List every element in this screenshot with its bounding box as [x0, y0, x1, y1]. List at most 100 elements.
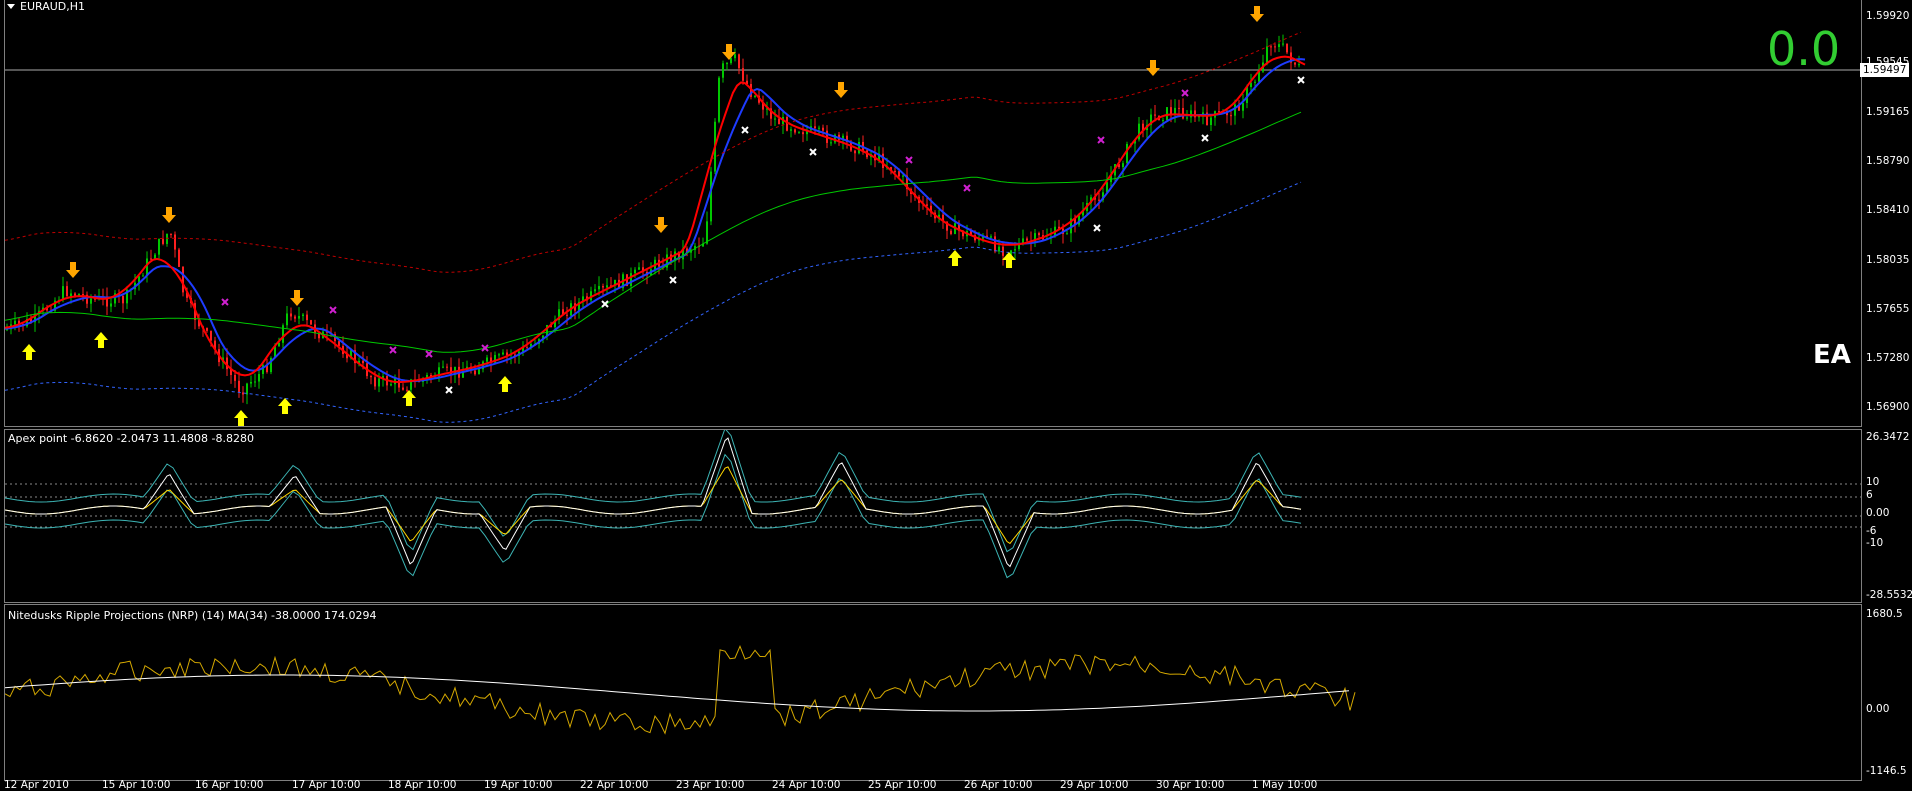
- price-tick: 1.59920: [1866, 10, 1910, 22]
- candle-body: [1074, 218, 1076, 225]
- candle-body: [926, 204, 928, 206]
- apex-cyan-upper-line: [5, 430, 1302, 553]
- fast-ma-blue-line: [5, 58, 1306, 383]
- apex-tick: -10: [1866, 537, 1884, 549]
- candle-body: [382, 376, 384, 379]
- candle-body: [682, 248, 684, 260]
- time-tick: 30 Apr 10:00: [1156, 779, 1225, 791]
- sell-arrow-icon: [290, 290, 304, 306]
- sell-arrow-icon: [654, 217, 668, 233]
- sell-arrow-icon: [66, 262, 80, 278]
- candle-body: [962, 230, 964, 237]
- sell-arrow-icon: [1146, 60, 1160, 76]
- candle-body: [250, 381, 252, 384]
- candle-body: [1182, 107, 1184, 119]
- candle-body: [1206, 112, 1208, 126]
- price-tick: 1.58410: [1866, 204, 1910, 216]
- candle-body: [590, 291, 592, 301]
- sell-arrow-icon: [162, 207, 176, 223]
- candle-body: [1126, 143, 1128, 164]
- candle-body: [742, 68, 744, 81]
- nrp-indicator-pane[interactable]: [4, 604, 1862, 781]
- candle-body: [1258, 71, 1260, 82]
- candle-body: [1078, 215, 1080, 225]
- candle-body: [642, 267, 644, 272]
- buy-arrow-icon: [402, 390, 416, 406]
- candle-body: [930, 205, 932, 213]
- apex-cyan-lower-line: [5, 453, 1302, 579]
- candle-body: [426, 374, 428, 379]
- candle-body: [86, 294, 88, 304]
- apex-tick: 0.00: [1866, 507, 1890, 519]
- candle-body: [1242, 102, 1244, 111]
- candle-body: [1106, 182, 1108, 193]
- candle-body: [958, 223, 960, 231]
- candle-body: [558, 309, 560, 320]
- price-tick: 1.58790: [1866, 155, 1910, 167]
- candle-body: [578, 301, 580, 311]
- candle-body: [986, 235, 988, 238]
- candle-body: [854, 150, 856, 154]
- candle-body: [318, 333, 320, 339]
- candle-body: [350, 350, 352, 359]
- candle-body: [1266, 46, 1268, 63]
- apex-indicator-chart: [5, 430, 1861, 579]
- candle-body: [210, 330, 212, 341]
- candle-body: [1294, 62, 1296, 65]
- time-tick: 22 Apr 10:00: [580, 779, 649, 791]
- apex-tick: 10: [1866, 476, 1880, 488]
- exit-cross-icon: [1093, 224, 1101, 232]
- upper-band-line: [5, 31, 1302, 273]
- candle-body: [362, 360, 364, 364]
- candle-body: [662, 266, 664, 268]
- candle-body: [166, 233, 168, 244]
- candle-body: [1010, 250, 1012, 256]
- candle-body: [762, 102, 764, 110]
- candle-body: [814, 126, 816, 129]
- nrp-tick: -1146.5: [1866, 765, 1907, 777]
- candle-body: [638, 267, 640, 270]
- candle-body: [498, 354, 500, 356]
- price-tick: 1.59165: [1866, 106, 1910, 118]
- candle-body: [154, 254, 156, 259]
- candle-body: [94, 298, 96, 300]
- candle-body: [242, 392, 244, 395]
- price-chart-pane[interactable]: [4, 0, 1862, 427]
- candle-body: [946, 221, 948, 231]
- candle-body: [798, 132, 800, 134]
- candle-body: [1102, 192, 1104, 201]
- candle-body: [106, 296, 108, 307]
- candle-body: [562, 309, 564, 315]
- candle-body: [294, 316, 296, 319]
- candle-body: [310, 320, 312, 325]
- buy-arrow-icon: [278, 398, 292, 414]
- candle-body: [582, 296, 584, 302]
- time-tick: 1 May 10:00: [1252, 779, 1318, 791]
- current-price-label: 1.59497: [1860, 63, 1910, 77]
- candle-body: [614, 279, 616, 286]
- time-tick: 29 Apr 10:00: [1060, 779, 1129, 791]
- candle-body: [198, 320, 200, 327]
- candle-body: [266, 365, 268, 373]
- candle-body: [750, 84, 752, 97]
- candle-body: [550, 324, 552, 328]
- candle-body: [1022, 238, 1024, 244]
- apex-indicator-pane[interactable]: [4, 429, 1862, 603]
- candle-body: [686, 248, 688, 253]
- candle-body: [254, 381, 256, 383]
- candle-body: [1166, 107, 1168, 121]
- candle-body: [738, 54, 740, 69]
- candle-body: [406, 389, 408, 391]
- apex-white-line: [5, 437, 1302, 568]
- candle-body: [1170, 107, 1172, 116]
- candle-body: [606, 285, 608, 288]
- chart-menu-triangle-icon[interactable]: [7, 4, 15, 9]
- candle-body: [1194, 110, 1196, 118]
- candle-body: [82, 293, 84, 295]
- candle-body: [410, 379, 412, 390]
- candle-body: [246, 383, 248, 395]
- candle-body: [234, 375, 236, 381]
- nrp-tick: 0.00: [1866, 703, 1890, 715]
- candle-body: [882, 153, 884, 169]
- candle-body: [786, 117, 788, 131]
